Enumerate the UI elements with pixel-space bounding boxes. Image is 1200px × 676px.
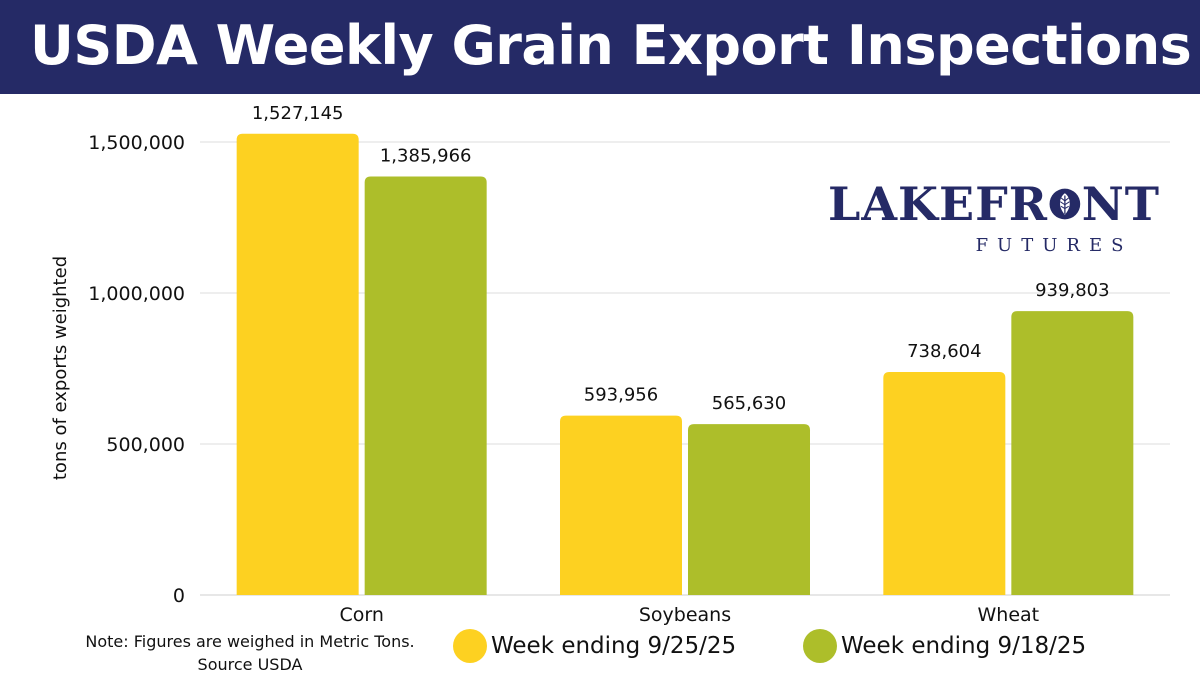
logo-wordmark: LAKEFR NT: [828, 176, 1160, 232]
bar-corn-series-1: [236, 133, 359, 595]
y-tick-label-2: 1,000,000: [88, 283, 185, 305]
bar-soybeans-series-1: [560, 415, 682, 595]
note-line-2: Source USDA: [197, 655, 303, 674]
y-tick-label-1: 500,000: [106, 434, 185, 456]
logo-main-text: LAKEFR: [828, 177, 1048, 231]
footnote: Note: Figures are weighed in Metric Tons…: [70, 630, 430, 676]
data-label-soybeans-series-2: 565,630: [712, 393, 786, 414]
lakefront-futures-logo: LAKEFR NT FUTURES: [828, 176, 1160, 258]
logo-subtext: FUTURES: [975, 235, 1133, 256]
y-tick-label-0: 0: [173, 585, 185, 607]
legend-swatch-series-1: [453, 629, 487, 663]
y-axis-label: tons of exports weighted: [50, 256, 71, 480]
header-bar: USDA Weekly Grain Export Inspections: [0, 0, 1200, 94]
logo-main-text-rest: NT: [1081, 177, 1160, 231]
data-label-corn-series-2: 1,385,966: [380, 145, 472, 166]
leaf-icon: [1049, 188, 1081, 220]
bar-soybeans-series-2: [688, 424, 810, 595]
x-category-label-wheat: Wheat: [978, 604, 1040, 626]
x-category-label-soybeans: Soybeans: [639, 604, 731, 626]
legend-label-series-1: Week ending 9/25/25: [491, 633, 737, 659]
data-label-wheat-series-2: 939,803: [1035, 280, 1109, 301]
legend-swatch-series-2: [803, 629, 837, 663]
legend-item-series-2: Week ending 9/18/25: [803, 629, 1086, 663]
page-title: USDA Weekly Grain Export Inspections: [30, 14, 1192, 77]
data-label-soybeans-series-1: 593,956: [584, 385, 658, 406]
note-line-1: Note: Figures are weighed in Metric Tons…: [85, 632, 415, 651]
bar-corn-series-2: [364, 176, 487, 595]
legend-label-series-2: Week ending 9/18/25: [841, 633, 1087, 659]
bar-wheat-series-1: [883, 371, 1006, 595]
data-label-corn-series-1: 1,527,145: [252, 103, 344, 124]
legend-item-series-1: Week ending 9/25/25: [453, 629, 736, 663]
data-label-wheat-series-1: 738,604: [907, 341, 981, 362]
x-category-label-corn: Corn: [339, 604, 383, 626]
y-tick-label-3: 1,500,000: [88, 132, 185, 154]
bar-wheat-series-2: [1011, 311, 1134, 595]
